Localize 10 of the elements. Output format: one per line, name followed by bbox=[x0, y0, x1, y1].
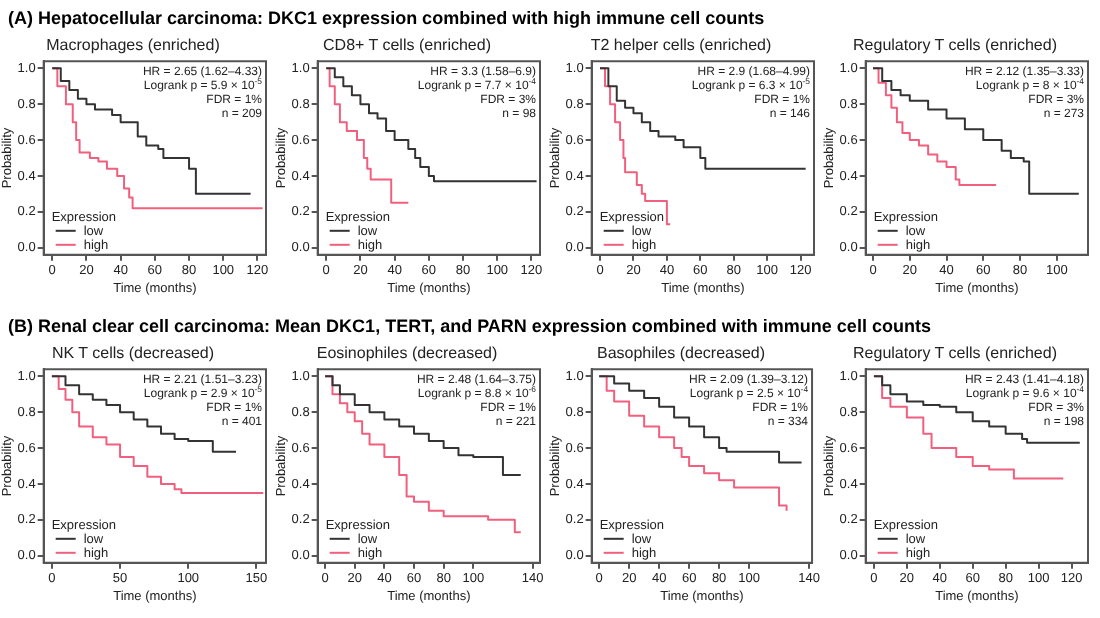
chart-title: Regulatory T cells (enriched) bbox=[853, 36, 1058, 55]
chart-title: CD8+ T cells (enriched) bbox=[323, 36, 492, 55]
chart-title: Eosinophiles (decreased) bbox=[316, 344, 498, 363]
chart-title: T2 helper cells (enriched) bbox=[590, 36, 772, 55]
chart-title: Basophiles (decreased) bbox=[596, 344, 766, 363]
text: (A) Hepatocellular carcinoma: DKC1 expression combined with high immune cell counts bbox=[6, 6, 767, 32]
chart-title: Macrophages (enriched) bbox=[46, 36, 221, 55]
text: (B) Renal clear cell carcinoma: Mean DKC1, TERT, and PARN expression combined with immune cell counts bbox=[6, 314, 933, 340]
chart-title: Regulatory T cells (enriched) bbox=[853, 344, 1058, 363]
chart-title: NK T cells (decreased) bbox=[51, 344, 215, 363]
